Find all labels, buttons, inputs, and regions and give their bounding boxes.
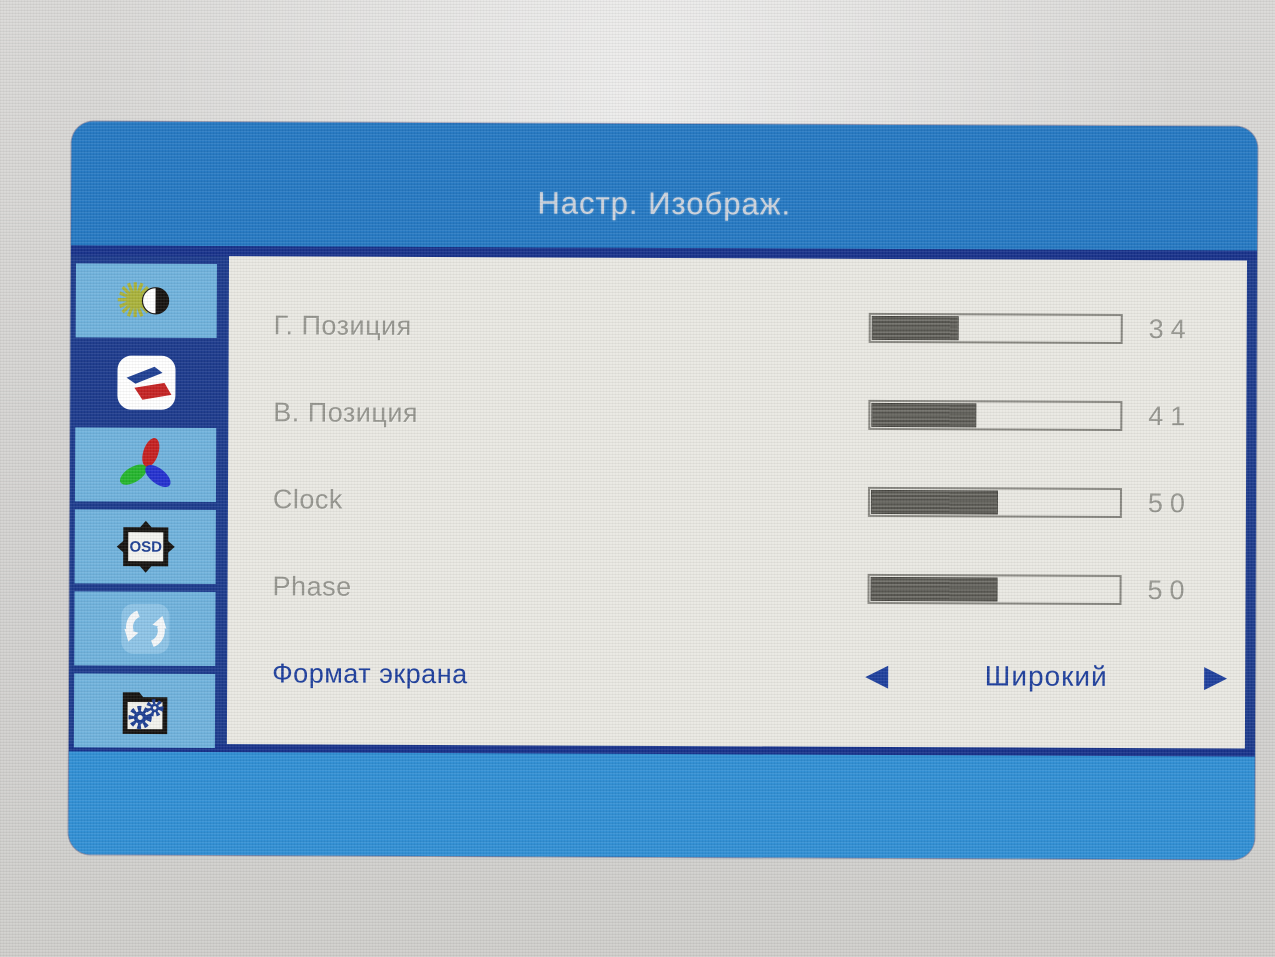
h-position-slider [868,312,1123,345]
osd-icon-label: OSD [129,539,162,556]
menu-item-label: Формат экрана [272,657,468,689]
menu-item-label: Clock [272,483,344,515]
page-title: Настр. Изображ. [537,185,792,222]
reset-arrows-icon [120,603,169,654]
screen-format-chooser: ◀ Широкий ▶ [865,658,1228,694]
menu-row-v-position: В. Позиция 41 [228,384,1246,444]
menu-item-value: 41 [1148,400,1193,431]
slider-fill [871,402,976,428]
menu-row-h-position: Г. Позиция 34 [229,297,1247,357]
osd-footer [68,743,1255,860]
brightness-contrast-icon [117,282,169,318]
slider-fill [870,489,999,515]
menu-row-screen-format[interactable]: Формат экрана ◀ Широкий ▶ [227,645,1245,705]
sidebar-item-reset[interactable] [74,591,216,667]
menu-row-phase: Phase 50 [227,558,1245,618]
menu-item-label: В. Позиция [273,396,419,428]
v-position-slider [868,399,1123,432]
menu-item-label: Phase [272,570,352,602]
chevron-left-icon[interactable]: ◀ [865,658,889,692]
sidebar-item-image-settings[interactable] [75,345,217,421]
menu-item-value: 34 [1148,313,1193,344]
image-geometry-icon [116,355,176,410]
phase-slider [867,573,1122,606]
slider-fill [870,576,998,602]
menu-content: Г. Позиция 34 В. Позиция 41 Clock 50 Pha… [226,256,1248,749]
screen-format-value: Широкий [984,660,1108,692]
color-rgb-icon [119,438,171,488]
menu-item-label: Г. Позиция [273,309,412,341]
slider-fill [871,315,959,341]
sidebar-item-brightness[interactable] [75,263,217,339]
sidebar-item-color[interactable] [74,427,217,503]
sidebar-item-osd-settings[interactable]: OSD [74,509,216,585]
menu-item-value: 50 [1147,574,1192,605]
clock-slider [867,486,1123,519]
osd-menu-window: Настр. Изображ. [68,121,1258,860]
chevron-right-icon[interactable]: ▶ [1204,660,1228,694]
misc-gears-icon [122,692,167,735]
menu-row-clock: Clock 50 [228,471,1246,531]
menu-item-value: 50 [1147,487,1193,518]
osd-screen-icon: OSD [116,520,175,573]
sidebar: OSD [68,255,230,749]
osd-header: Настр. Изображ. [71,121,1258,251]
sidebar-item-misc[interactable] [73,673,216,749]
osd-body: OSD [68,255,1258,749]
